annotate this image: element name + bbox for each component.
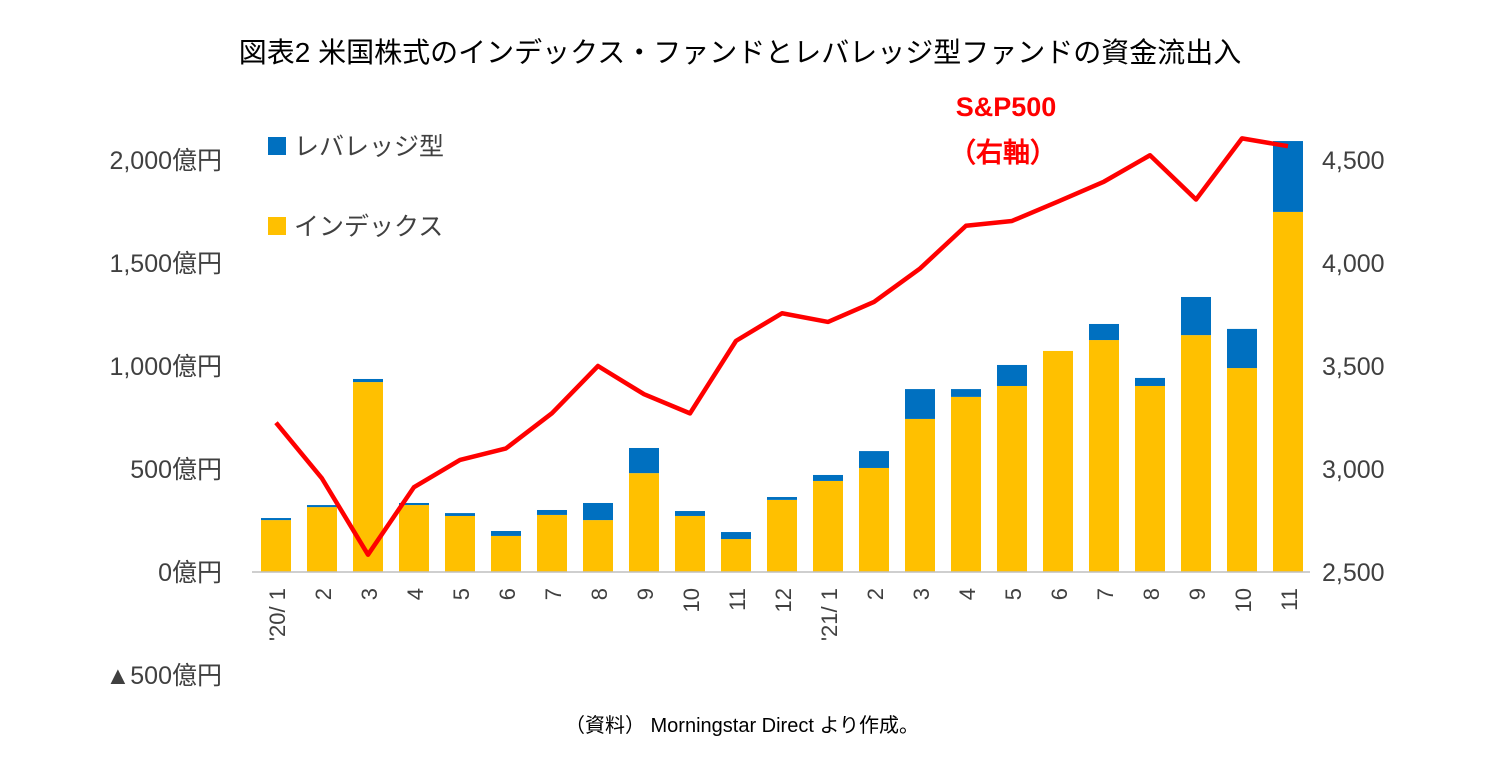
bar-index [491, 535, 521, 572]
x-tick-label: 11 [1277, 588, 1302, 611]
left-tick-label: 1,500億円 [109, 250, 222, 278]
x-tick-label: 5 [449, 588, 474, 600]
bar-index [1227, 368, 1257, 572]
bar-leverage [721, 532, 751, 540]
bar-index [537, 514, 567, 572]
bar-leverage [767, 497, 797, 500]
bar-leverage [629, 447, 659, 474]
legend-label-leverage: レバレッジ型 [294, 133, 444, 161]
legend-label-index: インデックス [294, 213, 443, 241]
right-tick-label: 4,500 [1322, 147, 1385, 175]
x-tick-label: 5 [1001, 588, 1026, 600]
left-tick-label: 500億円 [130, 456, 222, 484]
x-tick-label: 2 [863, 588, 888, 600]
legend-swatch-index [268, 217, 286, 235]
bar-leverage [491, 531, 521, 536]
x-tick-label: 4 [955, 588, 980, 600]
x-tick-label: 6 [1047, 588, 1072, 600]
right-axis: 2,500 3,000 3,500 4,000 4,500 [1322, 147, 1385, 587]
x-tick-label: 3 [909, 588, 934, 600]
bar-leverage [1273, 141, 1303, 212]
bars [261, 141, 1303, 573]
x-tick-label: 10 [679, 588, 704, 612]
left-axis: ▲500億円 0億円 500億円 1,000億円 1,500億円 2,000億円 [106, 147, 222, 690]
bar-index [307, 507, 337, 572]
bar-index [1089, 340, 1119, 572]
chart-title: 図表2 米国株式のインデックス・ファンドとレバレッジ型ファンドの資金流出入 [239, 37, 1242, 68]
bar-leverage [1135, 377, 1165, 386]
x-tick-label: 11 [725, 588, 750, 611]
bar-index [1181, 335, 1211, 572]
right-tick-label: 3,000 [1322, 456, 1385, 484]
left-tick-label: 2,000億円 [109, 147, 222, 175]
sp500-line [274, 136, 1289, 557]
bar-leverage [1227, 328, 1257, 369]
x-tick-label: 12 [771, 588, 796, 612]
left-tick-label: 0億円 [158, 559, 222, 587]
bar-index [399, 505, 429, 572]
bar-leverage [307, 505, 337, 508]
bar-index [859, 467, 889, 572]
bar-index [583, 520, 613, 572]
x-tick-label: 7 [541, 588, 566, 600]
bar-leverage [997, 364, 1027, 386]
source-note: （資料） Morningstar Direct より作成。 [565, 714, 919, 737]
bar-leverage [261, 518, 291, 521]
bar-index [261, 520, 291, 572]
right-tick-label: 2,500 [1322, 559, 1385, 587]
x-tick-label: 2 [311, 588, 336, 600]
bar-index [813, 480, 843, 572]
bar-leverage [537, 509, 567, 515]
x-tick-label: 6 [495, 588, 520, 600]
bar-leverage [905, 389, 935, 419]
legend-swatch-leverage [268, 137, 286, 155]
bar-index [905, 418, 935, 572]
x-tick-label: 10 [1231, 588, 1256, 612]
right-tick-label: 4,000 [1322, 250, 1385, 278]
x-tick-label: 3 [357, 588, 382, 600]
bar-index [675, 515, 705, 572]
bar-leverage [859, 451, 889, 468]
bar-index [951, 396, 981, 572]
left-tick-label: ▲500億円 [106, 662, 222, 690]
annotation-sp500: S&P500 [956, 92, 1057, 122]
x-tick-label: '21/ 1 [817, 588, 842, 641]
bar-leverage [583, 502, 613, 521]
bar-index [629, 473, 659, 572]
x-tick-label: 8 [587, 588, 612, 600]
left-tick-label: 1,000億円 [109, 353, 222, 381]
x-tick-label: 8 [1139, 588, 1164, 600]
annotation-right-axis: （右軸） [949, 138, 1057, 168]
bar-leverage [1181, 296, 1211, 336]
bar-leverage [353, 378, 383, 383]
bar-index [1273, 211, 1303, 573]
bar-leverage [445, 513, 475, 516]
x-tick-label: 9 [633, 588, 658, 600]
bar-index [353, 382, 383, 572]
bar-index [1043, 350, 1073, 572]
bar-index [997, 385, 1027, 572]
bar-leverage [951, 389, 981, 397]
bar-index [445, 515, 475, 572]
bar-index [767, 499, 797, 572]
bar-index [721, 539, 751, 572]
bar-index [1135, 385, 1165, 572]
x-tick-label: 9 [1185, 588, 1210, 600]
x-axis-labels: '20/ 1 2 3 4 5 6 7 8 9 10 11 12 '21/ 1 2 3 4 5 6 7 8 9 10 11 [265, 588, 1302, 641]
right-tick-label: 3,500 [1322, 353, 1385, 381]
x-tick-label: 4 [403, 588, 428, 600]
bar-leverage [675, 511, 705, 516]
bar-leverage [1089, 323, 1119, 341]
legend: レバレッジ型 インデックス [268, 133, 444, 241]
bar-leverage [399, 502, 429, 506]
x-tick-label: '20/ 1 [265, 588, 290, 641]
bar-leverage [813, 474, 843, 481]
x-tick-label: 7 [1093, 588, 1118, 600]
